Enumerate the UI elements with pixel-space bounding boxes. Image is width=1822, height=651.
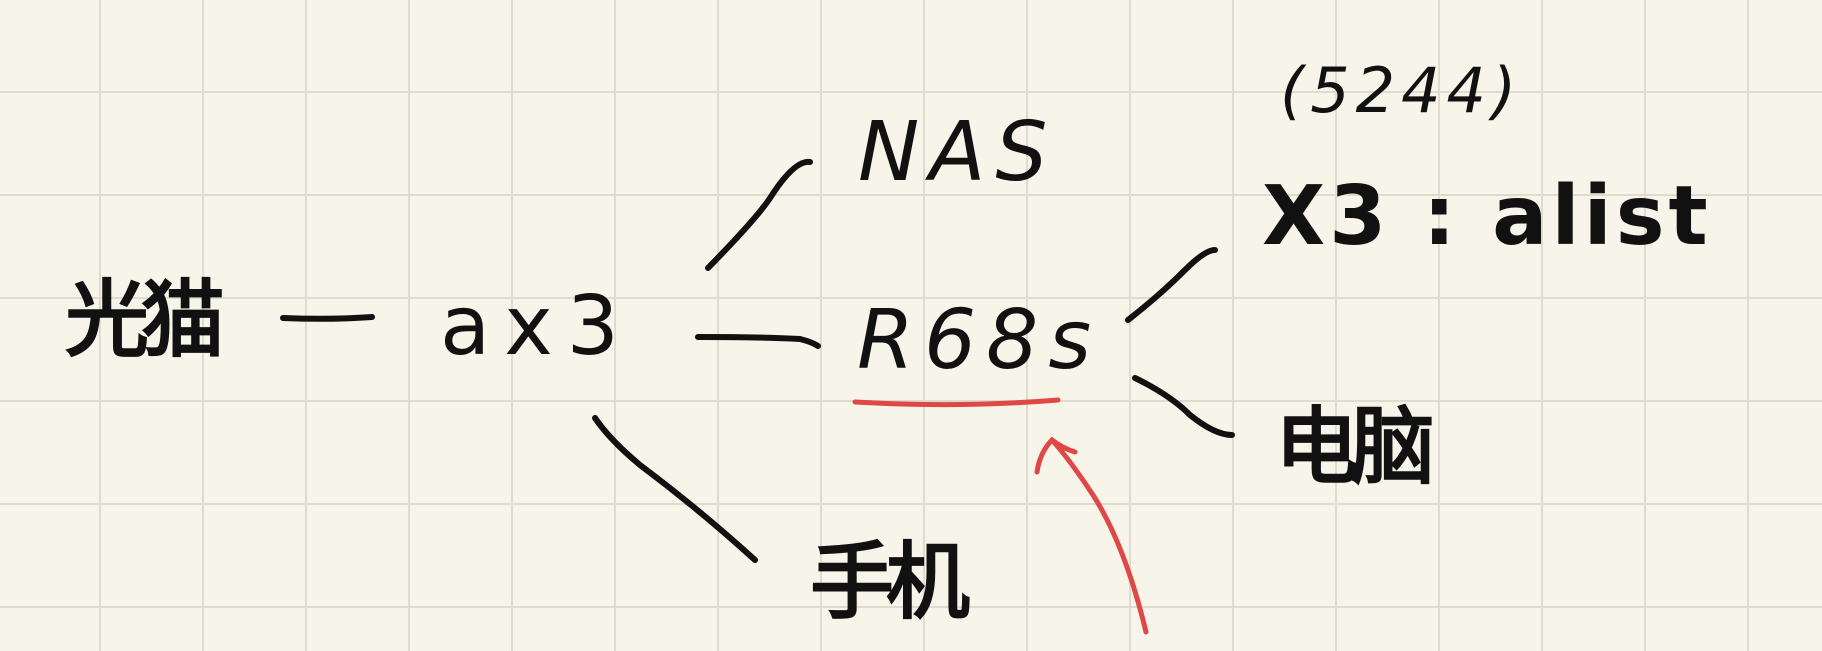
highlight-arrow-head bbox=[1034, 436, 1078, 475]
node-router-ax3: ax3 bbox=[440, 279, 633, 374]
node-r68s: R68s bbox=[857, 293, 1102, 388]
node-computer: 电脑 bbox=[1275, 398, 1435, 496]
edge-router-nas bbox=[705, 158, 813, 271]
highlight-arrow-shaft bbox=[1049, 437, 1149, 635]
edge-router-phone bbox=[592, 415, 758, 563]
node-x3-alist: X3 : alist bbox=[1262, 169, 1712, 264]
port-label: (5244) bbox=[1280, 54, 1523, 127]
node-phone: 手机 bbox=[810, 533, 970, 631]
r68s-underline bbox=[852, 397, 1061, 408]
node-nas: NAS bbox=[858, 105, 1058, 200]
edge-root-router bbox=[280, 314, 375, 322]
edge-router-r68s bbox=[695, 334, 821, 349]
edge-r68s-x3 bbox=[1125, 247, 1218, 323]
node-optical-modem: 光猫 bbox=[65, 271, 225, 369]
edge-r68s-computer bbox=[1132, 375, 1235, 438]
